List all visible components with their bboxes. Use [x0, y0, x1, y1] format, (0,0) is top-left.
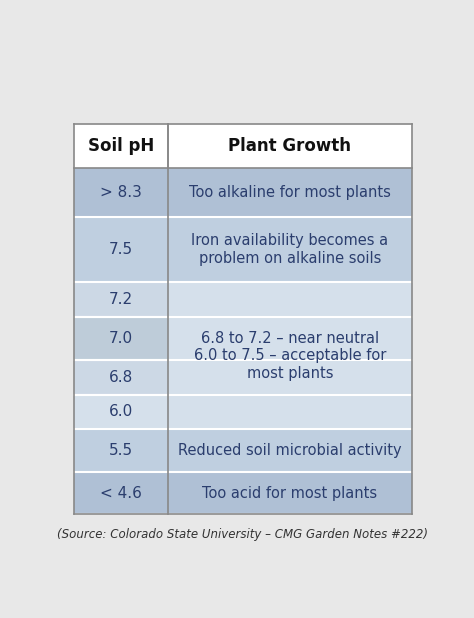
Bar — [74, 124, 412, 168]
Bar — [74, 472, 168, 514]
Text: Iron availability becomes a
problem on alkaline soils: Iron availability becomes a problem on a… — [191, 234, 388, 266]
Text: Too acid for most plants: Too acid for most plants — [202, 486, 377, 501]
Bar — [74, 282, 168, 317]
Bar — [168, 430, 412, 472]
Text: Soil pH: Soil pH — [88, 137, 154, 155]
Text: 6.0: 6.0 — [109, 405, 133, 420]
Text: > 8.3: > 8.3 — [100, 185, 142, 200]
Text: 7.2: 7.2 — [109, 292, 133, 307]
Bar — [168, 282, 412, 430]
Text: < 4.6: < 4.6 — [100, 486, 142, 501]
Bar — [74, 430, 168, 472]
Text: (Source: Colorado State University – CMG Garden Notes #222): (Source: Colorado State University – CMG… — [57, 528, 428, 541]
Bar — [168, 217, 412, 282]
Text: Reduced soil microbial activity: Reduced soil microbial activity — [178, 443, 401, 458]
Text: 7.0: 7.0 — [109, 331, 133, 346]
Bar — [168, 168, 412, 217]
Text: Plant Growth: Plant Growth — [228, 137, 351, 155]
Text: Too alkaline for most plants: Too alkaline for most plants — [189, 185, 391, 200]
Bar — [168, 472, 412, 514]
Text: 6.8: 6.8 — [109, 370, 133, 384]
Text: 5.5: 5.5 — [109, 443, 133, 458]
Bar — [74, 360, 168, 394]
Bar — [74, 217, 168, 282]
Bar — [74, 394, 168, 430]
Bar — [74, 168, 168, 217]
Text: 6.8 to 7.2 – near neutral
6.0 to 7.5 – acceptable for
most plants: 6.8 to 7.2 – near neutral 6.0 to 7.5 – a… — [193, 331, 386, 381]
Text: 7.5: 7.5 — [109, 242, 133, 257]
Bar — [74, 317, 168, 360]
